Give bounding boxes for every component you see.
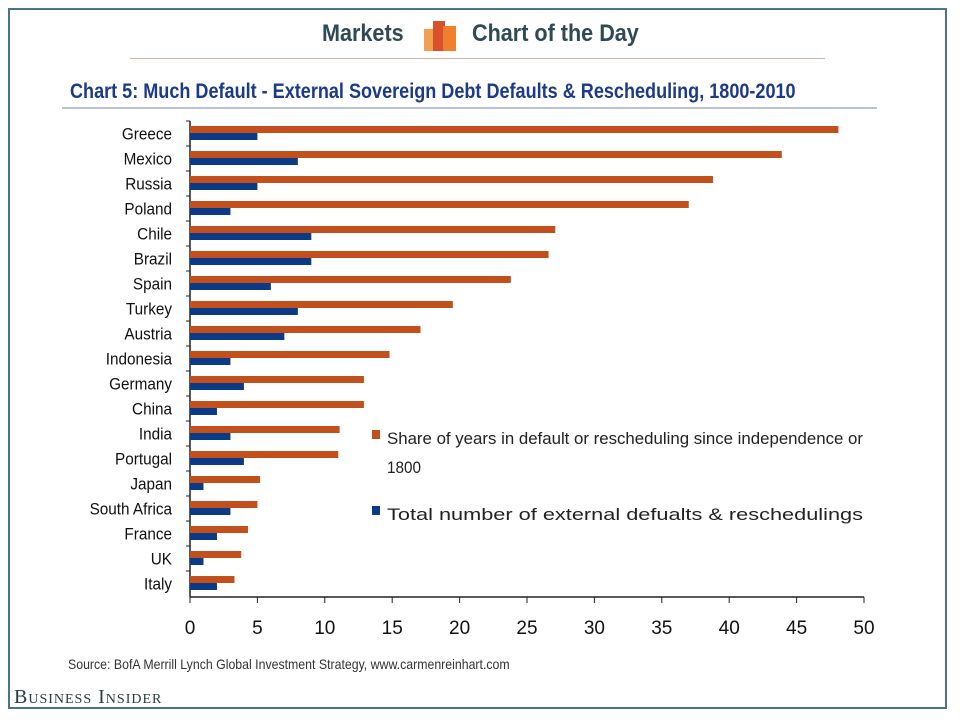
x-tick-label: 50 bbox=[853, 618, 874, 639]
category-label: Italy bbox=[144, 575, 173, 594]
legend-label: Total number of external defualts & resc… bbox=[387, 505, 863, 524]
bar-share-years bbox=[190, 551, 242, 558]
bar-total-defaults bbox=[190, 258, 312, 265]
bar-total-defaults bbox=[190, 458, 244, 465]
bar-share-years bbox=[190, 251, 549, 258]
bar-share-years bbox=[190, 201, 689, 208]
bar-share-years bbox=[190, 501, 258, 508]
header-chart-of-the-day: Chart of the Day bbox=[472, 20, 639, 47]
bar-total-defaults bbox=[190, 308, 298, 315]
business-insider-logo: Business Insider bbox=[14, 686, 163, 708]
bar-total-defaults bbox=[190, 333, 285, 340]
category-label: Turkey bbox=[126, 300, 173, 319]
bar-total-defaults bbox=[190, 383, 244, 390]
x-tick-label: 5 bbox=[252, 618, 263, 639]
bar-total-defaults bbox=[190, 483, 204, 490]
category-label: Chile bbox=[137, 225, 172, 244]
category-label: Japan bbox=[130, 475, 172, 494]
bar-total-defaults bbox=[190, 583, 217, 590]
bar-total-defaults bbox=[190, 183, 258, 190]
bar-total-defaults bbox=[190, 158, 298, 165]
bar-share-years bbox=[190, 451, 339, 458]
bar-share-years bbox=[190, 226, 556, 233]
bar-share-years bbox=[190, 151, 782, 158]
category-label: France bbox=[124, 525, 172, 544]
bar-share-years bbox=[190, 326, 421, 333]
category-label: India bbox=[139, 425, 172, 444]
x-tick-label: 25 bbox=[516, 618, 537, 639]
bar-share-years bbox=[190, 576, 235, 583]
bar-total-defaults bbox=[190, 233, 312, 240]
category-label: Portugal bbox=[115, 450, 172, 469]
x-tick-label: 45 bbox=[786, 618, 807, 639]
bar-total-defaults bbox=[190, 208, 231, 215]
legend-swatch bbox=[372, 506, 380, 515]
legend-label: 1800 bbox=[387, 458, 421, 477]
title-divider bbox=[62, 107, 877, 109]
bar-share-years bbox=[190, 276, 511, 283]
category-label: Brazil bbox=[134, 250, 172, 269]
bar-total-defaults bbox=[190, 283, 271, 290]
bar-share-years bbox=[190, 301, 453, 308]
x-tick-label: 0 bbox=[185, 618, 196, 639]
x-tick-label: 30 bbox=[584, 618, 605, 639]
bar-share-years bbox=[190, 526, 248, 533]
category-label: Greece bbox=[122, 125, 172, 144]
legend-label: Share of years in default or reschedulin… bbox=[387, 429, 863, 448]
category-label: UK bbox=[151, 550, 172, 569]
chart-logo-icon bbox=[424, 21, 456, 51]
header-markets: Markets bbox=[322, 20, 404, 47]
header-divider bbox=[130, 58, 825, 59]
category-label: Indonesia bbox=[106, 350, 172, 369]
category-label: Mexico bbox=[124, 150, 172, 169]
bar-total-defaults bbox=[190, 508, 231, 515]
bar-total-defaults bbox=[190, 533, 217, 540]
source-note: Source: BofA Merrill Lynch Global Invest… bbox=[68, 656, 510, 672]
bar-total-defaults bbox=[190, 133, 258, 140]
legend-swatch bbox=[372, 430, 380, 439]
category-label: Austria bbox=[124, 325, 172, 344]
bar-share-years bbox=[190, 126, 839, 133]
x-tick-label: 40 bbox=[719, 618, 740, 639]
bar-total-defaults bbox=[190, 433, 231, 440]
x-tick-label: 15 bbox=[382, 618, 403, 639]
frame bbox=[8, 8, 947, 709]
x-tick-label: 10 bbox=[314, 618, 335, 639]
category-label: Russia bbox=[125, 175, 172, 194]
x-tick-label: 35 bbox=[651, 618, 672, 639]
category-label: China bbox=[132, 400, 172, 419]
bar-share-years bbox=[190, 426, 340, 433]
category-label: Germany bbox=[109, 375, 173, 394]
category-label: South Africa bbox=[90, 500, 172, 519]
bar-share-years bbox=[190, 401, 364, 408]
bar-share-years bbox=[190, 376, 364, 383]
chart-title: Chart 5: Much Default - External Soverei… bbox=[70, 80, 796, 103]
category-label: Spain bbox=[133, 275, 172, 294]
bar-total-defaults bbox=[190, 408, 217, 415]
bar-share-years bbox=[190, 351, 390, 358]
bar-share-years bbox=[190, 476, 261, 483]
category-label: Poland bbox=[124, 200, 172, 219]
header: Markets Chart of the Day bbox=[0, 18, 960, 54]
x-tick-label: 20 bbox=[449, 618, 470, 639]
bar-share-years bbox=[190, 176, 714, 183]
bar-total-defaults bbox=[190, 358, 231, 365]
bar-total-defaults bbox=[190, 558, 204, 565]
